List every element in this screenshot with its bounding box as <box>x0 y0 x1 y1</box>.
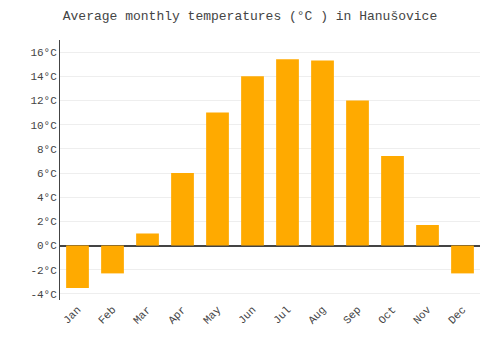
svg-text:16°C: 16°C <box>30 47 57 59</box>
svg-text:12°C: 12°C <box>30 95 57 107</box>
svg-text:-2°C: -2°C <box>30 265 57 277</box>
svg-text:Nov: Nov <box>411 304 434 327</box>
svg-text:6°C: 6°C <box>37 168 57 180</box>
svg-text:Jun: Jun <box>236 304 258 326</box>
svg-text:14°C: 14°C <box>30 71 57 83</box>
svg-text:Aug: Aug <box>306 304 328 326</box>
svg-text:8°C: 8°C <box>37 144 57 156</box>
svg-text:4°C: 4°C <box>37 192 57 204</box>
svg-text:May: May <box>201 304 224 327</box>
svg-text:Feb: Feb <box>96 304 118 326</box>
svg-text:-4°C: -4°C <box>30 289 57 301</box>
svg-text:10°C: 10°C <box>30 120 57 132</box>
svg-text:Average monthly temperatures (: Average monthly temperatures (°C ) in Ha… <box>63 9 437 24</box>
svg-text:Jul: Jul <box>271 304 293 326</box>
svg-text:Oct: Oct <box>376 304 398 326</box>
svg-text:Dec: Dec <box>446 304 468 326</box>
svg-text:2°C: 2°C <box>37 216 57 228</box>
svg-text:Apr: Apr <box>166 304 188 326</box>
svg-text:Jan: Jan <box>61 304 83 326</box>
svg-text:Sep: Sep <box>341 304 363 326</box>
svg-text:Mar: Mar <box>131 304 153 326</box>
svg-text:0°C: 0°C <box>37 240 57 252</box>
